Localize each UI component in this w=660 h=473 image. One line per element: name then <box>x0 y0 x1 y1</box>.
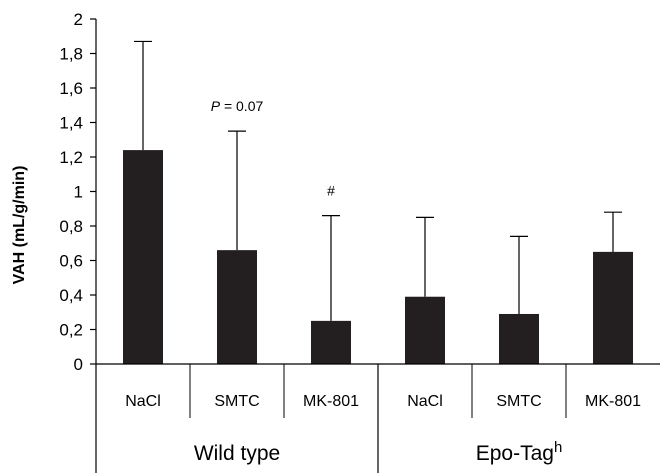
group-label: Wild type <box>194 442 280 465</box>
y-tick-label: 1,4 <box>59 114 83 133</box>
y-tick-label: 0,4 <box>59 286 83 305</box>
y-tick-label: 2 <box>74 10 83 29</box>
y-axis-label: VAH (mL/g/min) <box>11 166 28 285</box>
x-tick-label: SMTC <box>496 393 541 410</box>
y-tick-label: 0,2 <box>59 321 83 340</box>
x-tick-label: NaCl <box>407 393 443 410</box>
y-tick-label: 1,6 <box>59 79 83 98</box>
significance-annotation: P = 0.07 <box>211 98 264 114</box>
bar <box>405 296 445 364</box>
bar <box>217 250 257 364</box>
y-axis: 0 0,2 0,4 0,6 0,8 1 1,2 1,4 1,6 1,8 2 <box>59 10 97 374</box>
x-axis: NaCl SMTC MK-801 NaCl SMTC MK-801 Wild type Epo… <box>95 363 660 473</box>
x-tick-label: MK-801 <box>585 393 641 410</box>
annotations: P = 0.07 # <box>211 98 335 199</box>
y-tick-label: 0,8 <box>59 217 83 236</box>
bar <box>123 150 163 364</box>
y-tick-label: 1,2 <box>59 148 83 167</box>
bars <box>123 150 633 364</box>
y-tick-label: 1,8 <box>59 45 83 64</box>
bar <box>499 313 539 364</box>
y-tick-label: 0 <box>74 355 83 374</box>
x-tick-label: NaCl <box>125 393 161 410</box>
x-tick-label: MK-801 <box>303 393 359 410</box>
bar <box>593 251 633 364</box>
bar <box>311 320 351 364</box>
y-tick-label: 1 <box>74 183 83 202</box>
significance-annotation: # <box>327 183 335 199</box>
group-label: Epo-Tagh <box>476 439 563 465</box>
y-tick-label: 0,6 <box>59 252 83 271</box>
error-bars <box>134 40 622 321</box>
x-tick-label: SMTC <box>214 393 259 410</box>
